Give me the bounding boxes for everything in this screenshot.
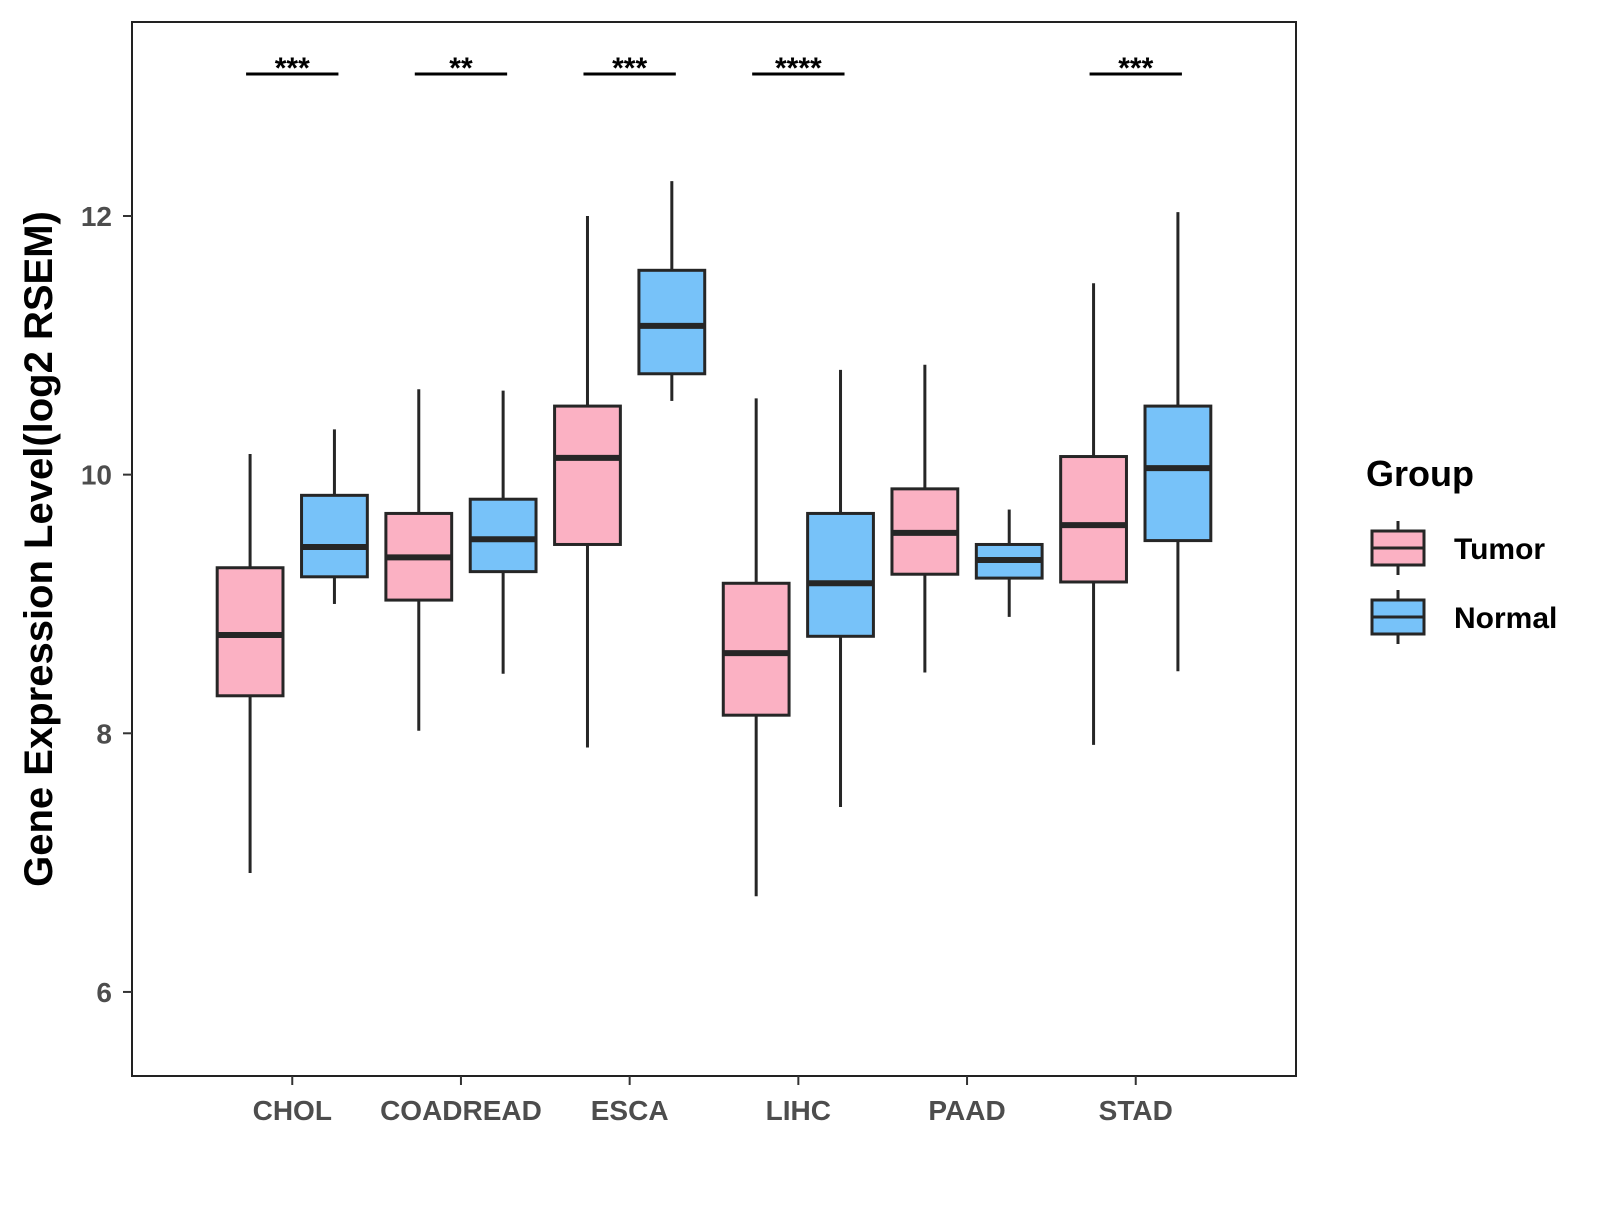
- legend-item-tumor: Tumor: [1370, 521, 1545, 575]
- significance-chol: ***: [246, 52, 339, 85]
- box-normal-lihc: [806, 369, 875, 808]
- box-body: [637, 268, 707, 376]
- box-tumor-coadread: [384, 389, 454, 731]
- significance-label: ****: [775, 52, 822, 85]
- legend-item-normal: Normal: [1370, 590, 1557, 644]
- box-body: [1143, 404, 1213, 543]
- significance-label: ***: [1118, 52, 1153, 85]
- box-normal-paad: [974, 509, 1044, 617]
- x-tick-label: PAAD: [928, 1095, 1005, 1126]
- box-body: [553, 404, 622, 546]
- box-body: [721, 581, 791, 717]
- legend: Group Tumor Normal: [1366, 453, 1557, 644]
- significance-label: ***: [612, 52, 647, 85]
- y-axis-title: Gene Expression Level(log2 RSEM): [17, 211, 61, 887]
- x-tick-label: STAD: [1099, 1095, 1173, 1126]
- x-tick-label: LIHC: [766, 1095, 831, 1126]
- y-tick-label: 6: [96, 977, 112, 1008]
- plot-panel-border: [131, 21, 1297, 1077]
- box-tumor-paad: [890, 364, 960, 673]
- significance-label: **: [449, 52, 473, 85]
- significance-coadread: **: [414, 52, 508, 85]
- box-body: [300, 493, 369, 579]
- box-normal-esca: [637, 181, 707, 401]
- y-tick-label: 10: [81, 460, 112, 491]
- box-normal-stad: [1143, 212, 1213, 672]
- legend-label: Tumor: [1454, 533, 1545, 566]
- legend-title: Group: [1366, 453, 1474, 494]
- box-body: [1059, 455, 1128, 584]
- box-tumor-lihc: [721, 398, 791, 897]
- x-tick-label: COADREAD: [380, 1095, 542, 1126]
- x-tick-label: CHOL: [253, 1095, 332, 1126]
- box-body: [806, 511, 875, 638]
- axes-layer: 6 8 10 12 CHOL COADREAD ESCA LIHC PAAD STAD: [81, 201, 1173, 1126]
- significance-lihc: ****: [752, 52, 845, 85]
- box-tumor-esca: [553, 215, 622, 748]
- x-tick-label: ESCA: [591, 1095, 669, 1126]
- significance-layer: *** ** *** **** ***: [246, 52, 1182, 85]
- box-normal-chol: [300, 429, 369, 604]
- box-tumor-chol: [215, 453, 285, 873]
- legend-label: Normal: [1454, 602, 1557, 635]
- y-tick-label: 8: [96, 718, 112, 749]
- box-normal-coadread: [468, 390, 538, 674]
- box-layer: [215, 181, 1213, 897]
- box-body: [468, 497, 538, 574]
- significance-stad: ***: [1089, 52, 1182, 85]
- significance-label: ***: [275, 52, 310, 85]
- y-tick-label: 12: [81, 201, 112, 232]
- box-body: [215, 566, 285, 698]
- box-tumor-stad: [1059, 283, 1128, 745]
- significance-esca: ***: [583, 52, 676, 85]
